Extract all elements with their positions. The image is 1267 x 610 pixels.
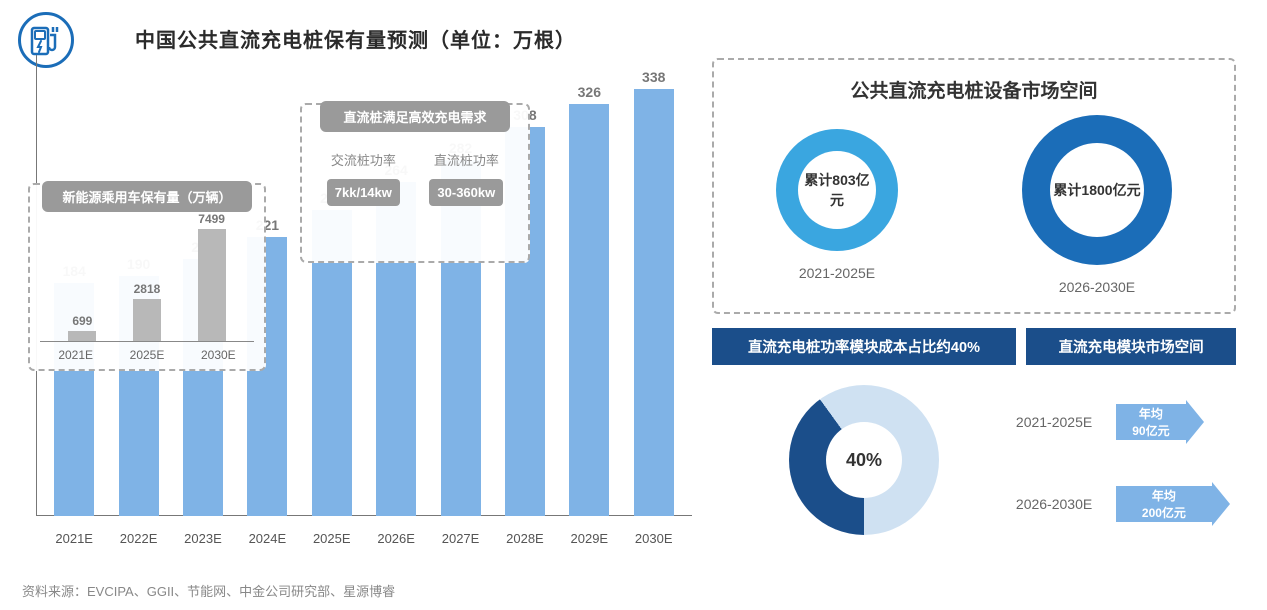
x-axis-label: 2026E [367, 531, 425, 546]
mini-bar-group: 7499 [198, 212, 226, 341]
page-title: 中国公共直流充电桩保有量预测（单位：万根） [135, 24, 576, 53]
arrow-shape: 年均200亿元 [1116, 482, 1230, 526]
inset-power-title: 直流桩满足高效充电需求 [320, 101, 510, 132]
donut-ring: 累计1800亿元 [1022, 115, 1172, 265]
donut-wrap: 累计803亿元 2021-2025E [776, 129, 898, 281]
mini-bar-value: 7499 [198, 212, 225, 226]
arrow-period: 2026-2030E [1016, 496, 1116, 512]
x-axis-label: 2028E [496, 531, 554, 546]
pie-center-label: 40% [826, 422, 902, 498]
power-head: 交流桩功率 [327, 150, 400, 169]
bar [634, 89, 674, 516]
inset-vehicle-title: 新能源乘用车保有量（万辆） [42, 181, 252, 212]
power-value: 30-360kw [429, 179, 503, 206]
main-bar-chart: 184 190 203 221 242 264 282 308 326 338 [12, 55, 692, 560]
power-cell: 直流桩功率 30-360kw [429, 150, 503, 206]
x-axis-label: 2030E [625, 531, 683, 546]
donut-label: 累计1800亿元 [1050, 143, 1144, 237]
donut-wrap: 累计1800亿元 2026-2030E [1022, 115, 1172, 295]
donut-label: 累计803亿元 [798, 151, 876, 229]
market-space-panel: 公共直流充电桩设备市场空间 累计803亿元 2021-2025E 累计1800亿… [712, 58, 1236, 314]
arrow-body: 年均200亿元 [1116, 486, 1212, 522]
module-cost-header-1: 直流充电桩功率模块成本占比约40% [712, 328, 1016, 365]
bar [569, 104, 609, 516]
power-cell: 交流桩功率 7kk/14kw [327, 150, 400, 206]
mini-x-label: 2021E [58, 348, 93, 362]
mini-x-label: 2025E [130, 348, 165, 362]
arrow-head-icon [1186, 400, 1204, 444]
market-arrow-row: 2021-2025E 年均90亿元 [1016, 400, 1236, 444]
donut-ring: 累计803亿元 [776, 129, 898, 251]
market-space-title: 公共直流充电桩设备市场空间 [714, 76, 1234, 103]
x-axis-label: 2025E [303, 531, 361, 546]
market-arrow-row: 2026-2030E 年均200亿元 [1016, 482, 1236, 526]
x-axis-label: 2029E [560, 531, 618, 546]
module-cost-pie: 40% [789, 385, 939, 535]
inset-vehicle-chart: 新能源乘用车保有量（万辆） 699 2818 7499 2021E 2025E 20… [28, 183, 266, 371]
mini-bar [68, 331, 96, 341]
donut-caption: 2021-2025E [799, 265, 875, 281]
x-axis-label: 2024E [238, 531, 296, 546]
x-axis-label: 2027E [432, 531, 490, 546]
power-head: 直流桩功率 [429, 150, 503, 169]
mini-bar [133, 299, 161, 341]
bar-group: 326 [560, 84, 618, 516]
arrow-shape: 年均90亿元 [1116, 400, 1204, 444]
source-line: 资料来源：EVCIPA、GGII、节能网、中金公司研究部、星源博睿 [22, 581, 395, 600]
bar-value-label: 338 [642, 69, 665, 85]
mini-bar-value: 2818 [134, 282, 161, 296]
x-axis-label: 2023E [174, 531, 232, 546]
module-cost-header-2: 直流充电模块市场空间 [1026, 328, 1236, 365]
arrow-period: 2021-2025E [1016, 414, 1116, 430]
mini-bar-group: 2818 [133, 282, 161, 341]
donut-caption: 2026-2030E [1059, 279, 1135, 295]
mini-bar [198, 229, 226, 341]
mini-bar-group: 699 [68, 314, 96, 341]
power-value: 7kk/14kw [327, 179, 400, 206]
arrow-body: 年均90亿元 [1116, 404, 1186, 440]
mini-x-label: 2030E [201, 348, 236, 362]
module-cost-panel: 直流充电桩功率模块成本占比约40% 直流充电模块市场空间 40% 2021-20… [712, 328, 1236, 545]
arrow-head-icon [1212, 482, 1230, 526]
inset-power-table: 直流桩满足高效充电需求 交流桩功率 7kk/14kw 直流桩功率 30-360kw [300, 103, 530, 263]
bar-value-label: 326 [578, 84, 601, 100]
x-axis-label: 2021E [45, 531, 103, 546]
mini-bar-value: 699 [72, 314, 92, 328]
x-axis-label: 2022E [110, 531, 168, 546]
bar-group: 338 [625, 69, 683, 516]
